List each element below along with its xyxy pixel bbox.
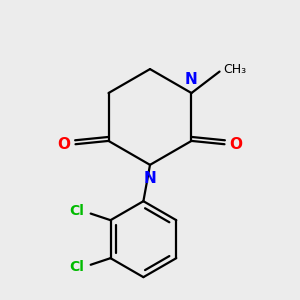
Text: N: N	[185, 72, 198, 87]
Text: O: O	[230, 137, 242, 152]
Text: N: N	[144, 171, 156, 186]
Text: O: O	[58, 137, 70, 152]
Text: Cl: Cl	[69, 260, 84, 274]
Text: Cl: Cl	[69, 204, 84, 218]
Text: CH₃: CH₃	[223, 63, 246, 76]
